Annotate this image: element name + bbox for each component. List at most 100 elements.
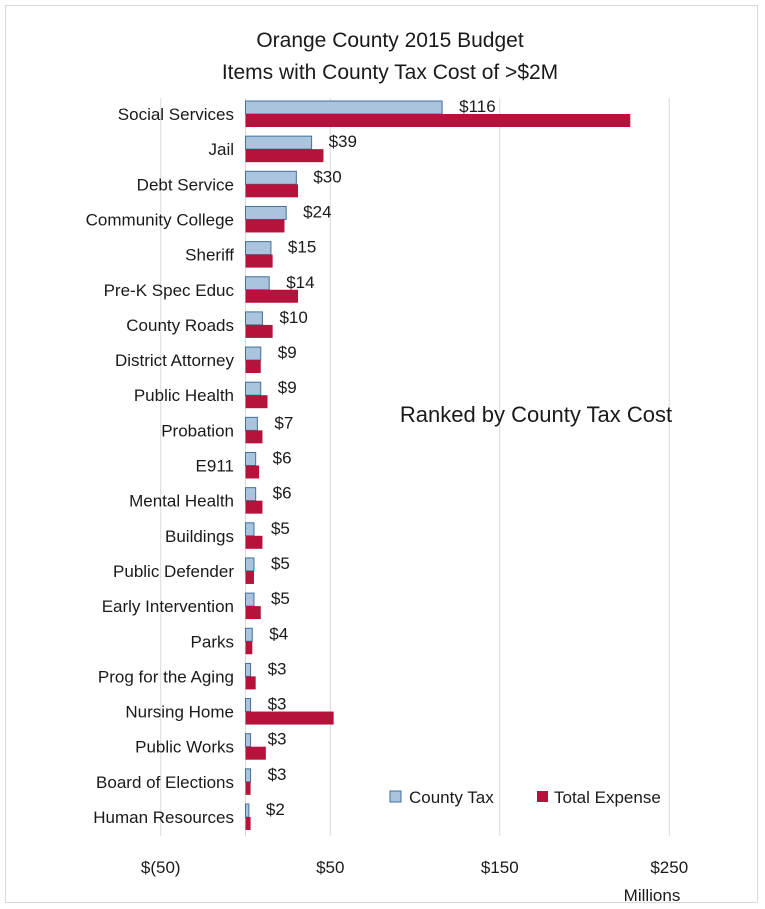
bar-county-tax [245,416,258,431]
category-label: Mental Health [129,492,234,511]
data-label: $5 [271,554,290,573]
data-label: $30 [313,167,341,186]
data-label: $3 [268,730,287,749]
bar-total-expense [245,254,273,268]
x-axis-label: Millions [624,886,681,905]
data-label: $3 [268,765,287,784]
category-label: Human Resources [93,808,234,827]
data-label: $15 [288,238,316,257]
category-label: Sheriff [185,246,234,265]
bar-total-expense [245,817,251,830]
data-label: $39 [329,132,357,151]
data-label: $4 [269,624,288,643]
chart-title: Orange County 2015 Budget [256,29,524,52]
category-label: Early Intervention [102,597,234,616]
data-label: $9 [278,378,297,397]
data-label: $7 [274,413,293,432]
data-label: $9 [278,343,297,362]
category-label: Jail [208,140,234,159]
category-label: Probation [161,421,234,440]
bar-county-tax [245,170,297,185]
bar-county-tax [245,557,255,572]
data-label: $6 [273,449,292,468]
category-labels: Social Services Jail Debt Service Community… [86,105,235,827]
gridlines [160,98,670,836]
category-label: Board of Elections [96,773,234,792]
bar-county-tax [245,522,255,537]
bar-total-expense [245,114,631,127]
chart-frame [5,5,758,903]
bar-total-expense [245,746,266,760]
category-label: District Attorney [115,351,235,370]
data-label: $2 [266,800,285,819]
category-label: Public Works [135,738,234,757]
bar-total-expense [245,570,254,584]
data-label: $14 [286,273,314,292]
legend-label-total-expense: Total Expense [554,788,661,807]
category-label: Pre-K Spec Educ [104,281,235,300]
bars [245,100,631,830]
x-tick-label: $250 [650,858,688,877]
x-tick-labels: $(50) $50 $150 $250 [141,858,688,877]
bar-total-expense [245,324,273,338]
data-label: $24 [303,202,331,221]
bar-total-expense [245,465,260,479]
bar-county-tax [245,135,313,150]
bar-total-expense [245,149,324,163]
bar-total-expense [245,360,261,374]
bar-county-tax [245,662,252,677]
category-label: Parks [191,632,234,651]
bar-total-expense [245,184,299,198]
x-tick-label: $50 [316,858,344,877]
x-tick-label: $150 [481,858,519,877]
category-label: Prog for the Aging [98,667,234,686]
chart-annotation: Ranked by County Tax Cost [400,402,672,427]
bar-total-expense [245,781,251,795]
bar-county-tax [245,381,262,396]
legend: County Tax Total Expense [389,788,661,807]
bar-county-tax [245,311,263,326]
bar-county-tax [245,768,252,783]
data-label: $3 [268,659,287,678]
legend-swatch-total-expense [537,791,548,802]
data-label: $6 [273,484,292,503]
bar-county-tax [245,100,443,115]
chart-subtitle: Items with County Tax Cost of >$2M [222,61,558,84]
data-label: $116 [459,97,496,116]
category-label: Buildings [165,527,234,546]
bar-county-tax [245,452,257,466]
bar-total-expense [245,500,263,514]
category-label: Nursing Home [125,703,234,722]
bar-total-expense [245,535,263,549]
bar-county-tax [245,346,262,361]
category-label: Community College [86,210,234,229]
data-label: $10 [279,308,307,327]
bar-county-tax [245,276,270,291]
bar-total-expense [245,219,285,233]
data-label: $5 [271,589,290,608]
data-label: $3 [268,695,287,714]
bar-total-expense [245,641,253,655]
data-label: $5 [271,519,290,538]
bar-total-expense [245,711,334,725]
bar-total-expense [245,395,268,409]
category-label: Public Health [134,386,234,405]
data-labels: $116 $39 $30 $24 $15 $14 $10 $9 $9 $7 $6 $6 $5 $5 $5 $4… [266,97,496,819]
bar-county-tax [245,698,252,713]
category-label: Debt Service [137,175,234,194]
bar-county-tax [245,803,250,818]
bar-total-expense [245,289,299,303]
bar-total-expense [245,676,256,690]
bar-county-tax [245,205,287,220]
bar-county-tax [245,592,255,607]
x-tick-label: $(50) [141,858,181,877]
bar-total-expense [245,606,261,620]
category-label: Social Services [118,105,234,124]
bar-county-tax [245,241,272,256]
bar-county-tax [245,733,252,748]
category-label: Public Defender [113,562,234,581]
category-label: E911 [196,457,234,476]
category-label: County Roads [126,316,234,335]
bar-county-tax [245,487,257,502]
